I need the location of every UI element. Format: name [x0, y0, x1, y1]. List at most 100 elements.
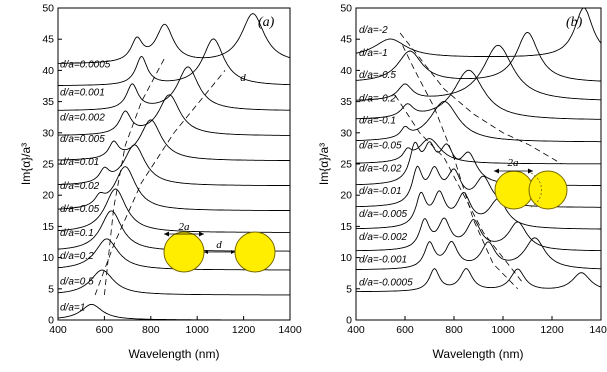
y-tick-label: 5: [48, 283, 54, 295]
series-line: [355, 32, 602, 82]
arrowhead-left-b: [494, 168, 499, 174]
y-tick-label: 25: [340, 159, 352, 171]
y-tick-label: 45: [340, 34, 352, 46]
series-label: d/a=-0.001: [359, 255, 407, 266]
inset-label-2a-b: 2a: [508, 157, 520, 169]
y-tick-label: 25: [42, 159, 54, 171]
inset-label-2a-a: 2a: [179, 221, 191, 233]
y-ticks-a: 0 5 10 15 20 25 30 35 40 45 50: [42, 3, 62, 327]
arrowhead-left-a: [164, 231, 169, 237]
series-line: [356, 101, 601, 143]
x-ticks-a: 400 600 800 1000 1200 1400: [49, 316, 302, 336]
series-label: d/a=-2: [359, 25, 388, 36]
y-tick-label: 15: [340, 221, 352, 233]
series-label: d/a=-0.005: [359, 209, 408, 220]
dashed-guides-a: [94, 57, 226, 296]
series-label: d/a=0.1: [60, 228, 94, 239]
y-tick-label: 50: [340, 3, 352, 15]
series-line: [58, 13, 291, 64]
y-tick-label: 50: [42, 3, 54, 15]
series-line: [58, 38, 291, 86]
x-axis-title-b: Wavelength (nm): [433, 347, 524, 361]
dashed-guide: [399, 32, 563, 165]
series-line: [57, 119, 290, 161]
x-tick-label: 1400: [589, 324, 607, 336]
series-label: d/a=-0.1: [359, 115, 396, 126]
series-label: d/a=-0.5: [359, 70, 396, 81]
y-axis-title-a: Im{α}/a³: [19, 143, 33, 185]
x-axis-title-a: Wavelength (nm): [129, 347, 220, 361]
series-label: d/a=0.02: [60, 181, 100, 192]
x-tick-label: 1000: [491, 324, 515, 336]
series-label: d/a=0.005: [60, 134, 105, 145]
y-tick-label: 20: [340, 190, 352, 202]
y-ticks-b: 0 5 10 15 20 25 30 35 40 45 50: [340, 3, 360, 327]
x-tick-label: 400: [347, 324, 365, 336]
series-label: d/a=-1: [359, 48, 388, 59]
y-tick-label: 30: [42, 127, 54, 139]
series-label: d/a=-0.002: [359, 232, 408, 243]
y-tick-label: 45: [42, 34, 54, 46]
series-label: d/a=0.01: [60, 157, 99, 168]
x-tick-label: 1400: [278, 324, 302, 336]
x-tick-label: 800: [445, 324, 463, 336]
panel-label-b: (b): [566, 15, 583, 30]
dashed-guide: [394, 95, 523, 283]
x-tick-label: 1200: [232, 324, 256, 336]
series-line: [356, 138, 601, 165]
y-tick-label: 35: [42, 96, 54, 108]
particle-overlap-outline-b: [530, 172, 542, 208]
y-tick-label: 40: [340, 65, 352, 77]
x-tick-label: 1200: [540, 324, 564, 336]
y-tick-label: 0: [346, 315, 352, 327]
series-line: [355, 69, 602, 120]
gap-arrowhead-left-a: [204, 250, 208, 254]
series-label: d/a=0.05: [60, 204, 100, 215]
series-label: d/a=-0.01: [359, 186, 402, 197]
x-tick-label: 600: [396, 324, 414, 336]
dashed-guides-b: [394, 32, 563, 290]
series-line: [58, 166, 290, 211]
y-tick-label: 10: [42, 252, 54, 264]
inset-dimer-b: 2a: [494, 157, 568, 210]
series-line: [57, 144, 290, 187]
arrowhead-right-a: [199, 231, 204, 237]
series-line: [355, 7, 602, 57]
inset-label-d-a: d: [216, 239, 222, 251]
particle-right-b: [528, 170, 568, 210]
y-axis-title-b: Im{α}/a³: [317, 143, 331, 185]
y-tick-label: 35: [340, 96, 352, 108]
arrowhead-right-b: [528, 168, 533, 174]
y-tick-label: 0: [48, 315, 54, 327]
series-b: d/a=-0.0005 d/a=-0.001 d/a=-0.002 d/a=-0.00…: [355, 7, 602, 293]
particle-left-b: [494, 170, 534, 210]
gap-arrowhead-right-a: [231, 250, 235, 254]
panel-b: (b) Im{α}/a³ Wavelength (nm) 400 600 800 10…: [317, 3, 607, 362]
x-tick-label: 600: [96, 324, 114, 336]
y-tick-label: 40: [42, 65, 54, 77]
series-line: [57, 269, 290, 296]
panel-label-a: (a): [258, 15, 275, 30]
dashed-guide: [402, 45, 518, 290]
series-label: d/a=-0.02: [359, 163, 402, 174]
y-tick-label: 15: [42, 221, 54, 233]
y-tick-label: 20: [42, 190, 54, 202]
series-label: d/a=0.001: [60, 87, 105, 98]
y-tick-label: 30: [340, 127, 352, 139]
series-line: [356, 268, 602, 293]
series-line: [356, 217, 602, 252]
series-line: [58, 66, 290, 111]
series-line: [356, 44, 601, 101]
series-label: d/a=1: [60, 303, 85, 314]
series-label: d/a=0.002: [60, 112, 105, 123]
series-label: d/a=-0.05: [359, 140, 402, 151]
series-label: d/a=-0.0005: [359, 278, 413, 289]
dashed-guide: [104, 57, 166, 296]
y-tick-label: 5: [346, 283, 352, 295]
particle-left-a: [163, 231, 205, 273]
particle-right-a: [234, 231, 276, 273]
inset-dimer-a: 2a d d: [163, 72, 276, 273]
dashed-guide: [94, 70, 226, 296]
series-line: [356, 237, 601, 270]
